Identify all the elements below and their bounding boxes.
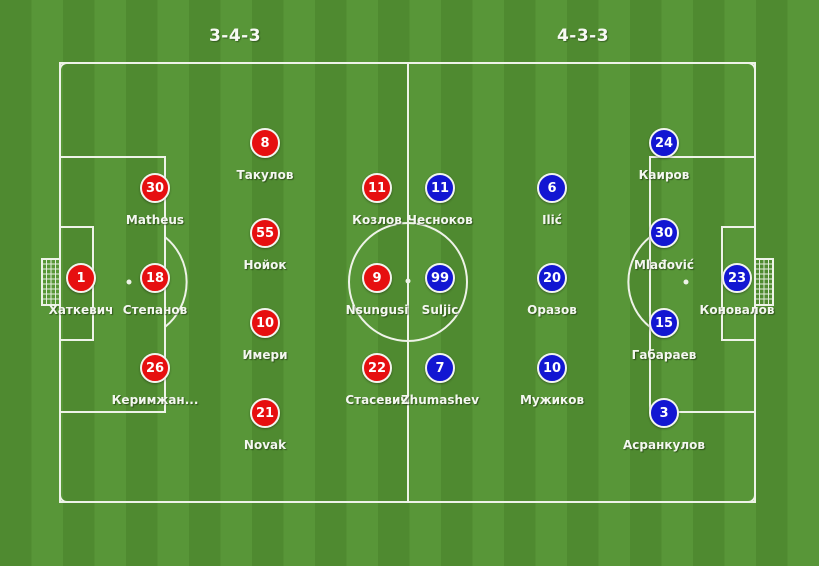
penalty-spot-right	[683, 279, 689, 285]
player-number: 1	[76, 270, 86, 286]
player-number: 30	[145, 180, 165, 196]
player-number: 21	[255, 405, 275, 421]
player-name-label: Ilić	[542, 213, 562, 227]
player-number: 6	[547, 180, 557, 196]
player-number-badge[interactable]: 18	[140, 263, 170, 293]
player-number-badge[interactable]: 55	[250, 218, 280, 248]
player-number-badge[interactable]: 99	[425, 263, 455, 293]
player-name-label: Нойок	[243, 258, 287, 272]
player-number: 18	[145, 270, 165, 286]
player-name-label: Керимжан...	[111, 393, 199, 407]
formation-label-away: 4-3-3	[556, 26, 610, 46]
player-number-badge[interactable]: 10	[537, 353, 567, 383]
player-name-label: Zhumashev	[400, 393, 480, 407]
player-name-label: Имери	[242, 348, 288, 362]
goal-right	[754, 258, 774, 306]
formation-label-home: 3-4-3	[208, 26, 262, 46]
player-number-badge[interactable]: 30	[140, 173, 170, 203]
player-name-label: Nsungusi	[345, 303, 409, 317]
player-number-badge[interactable]: 15	[649, 308, 679, 338]
player-number-badge[interactable]: 9	[362, 263, 392, 293]
player-number: 55	[255, 225, 275, 241]
player-number: 3	[659, 405, 669, 421]
player-number: 24	[654, 135, 674, 151]
center-circle	[348, 222, 468, 342]
player-number: 26	[145, 360, 165, 376]
player-name-label: Стасевич	[345, 393, 409, 407]
goal-frame-right	[754, 258, 774, 306]
player-number: 10	[255, 315, 275, 331]
player-number-badge[interactable]: 21	[250, 398, 280, 428]
center-spot	[405, 278, 411, 284]
player-number-badge[interactable]: 3	[649, 398, 679, 428]
player-number: 10	[542, 360, 562, 376]
player-number: 11	[430, 180, 450, 196]
player-number: 22	[367, 360, 387, 376]
penalty-arc-left	[164, 236, 188, 328]
goal-frame-left	[41, 258, 61, 306]
player-number: 23	[727, 270, 747, 286]
player-name-label: Novak	[243, 438, 287, 452]
player-number-badge[interactable]: 26	[140, 353, 170, 383]
player-number: 20	[542, 270, 562, 286]
player-number-badge[interactable]: 11	[425, 173, 455, 203]
corner-arc-bottom-right	[747, 494, 756, 503]
corner-arc-top-left	[59, 62, 68, 71]
player-number: 99	[430, 270, 450, 286]
corner-arc-bottom-left	[59, 494, 68, 503]
player-number-badge[interactable]: 10	[250, 308, 280, 338]
player-name-label: Мужиков	[519, 393, 585, 407]
player-name-label: Такулов	[236, 168, 294, 182]
player-name-label: Каиров	[638, 168, 690, 182]
player-name-label: Асранкулов	[623, 438, 705, 452]
player-number-badge[interactable]: 22	[362, 353, 392, 383]
penalty-spot-left	[126, 279, 132, 285]
player-number: 15	[654, 315, 674, 331]
player-number-badge[interactable]: 24	[649, 128, 679, 158]
penalty-arc-right	[627, 236, 651, 328]
player-name-label: Козлов	[352, 213, 402, 227]
player-number: 30	[654, 225, 674, 241]
player-name-label: Mlađović	[633, 258, 695, 272]
player-name-label: Габараев	[631, 348, 697, 362]
player-number-badge[interactable]: 8	[250, 128, 280, 158]
player-name-label: Степанов	[122, 303, 188, 317]
player-number-badge[interactable]: 1	[66, 263, 96, 293]
player-number-badge[interactable]: 11	[362, 173, 392, 203]
player-number: 8	[260, 135, 270, 151]
player-number-badge[interactable]: 20	[537, 263, 567, 293]
goal-left	[41, 258, 61, 306]
goal-net-right	[755, 259, 773, 305]
player-number-badge[interactable]: 6	[537, 173, 567, 203]
player-number-badge[interactable]: 30	[649, 218, 679, 248]
player-name-label: Чесноков	[407, 213, 473, 227]
goal-net-left	[42, 259, 60, 305]
player-number: 11	[367, 180, 387, 196]
player-number-badge[interactable]: 7	[425, 353, 455, 383]
player-name-label: Хаткевич	[48, 303, 114, 317]
player-name-label: Коновалов	[699, 303, 775, 317]
player-name-label: Suljic	[421, 303, 459, 317]
corner-arc-top-right	[747, 62, 756, 71]
player-name-label: Matheus	[125, 213, 185, 227]
player-number: 7	[435, 360, 445, 376]
player-number: 9	[372, 270, 382, 286]
player-name-label: Оразов	[527, 303, 577, 317]
player-number-badge[interactable]: 23	[722, 263, 752, 293]
